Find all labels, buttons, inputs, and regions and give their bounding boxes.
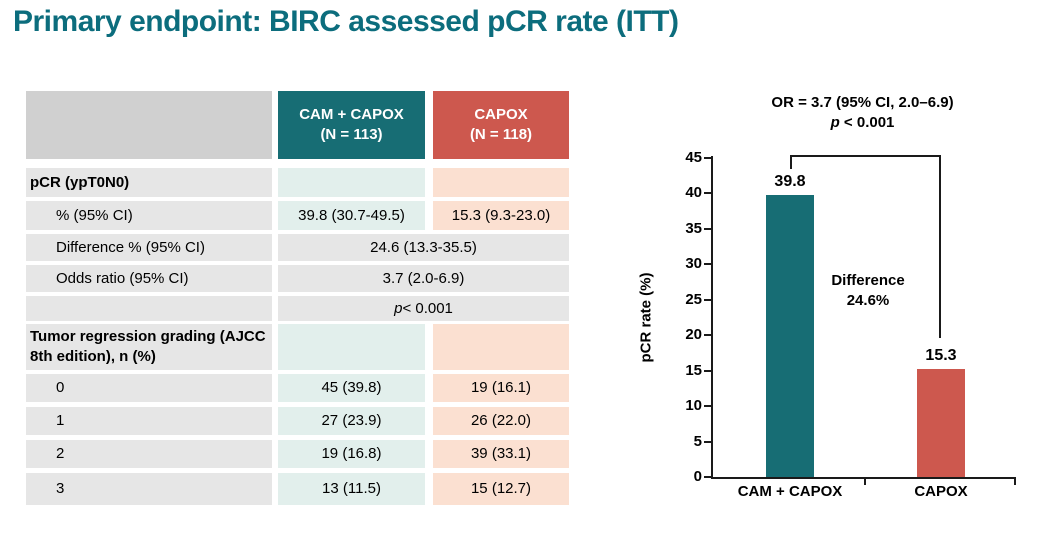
row-label-pct-ci: % (95% CI) — [26, 201, 272, 230]
y-tick-mark — [704, 298, 712, 301]
bar-capox — [917, 368, 965, 477]
bar-value-label: 15.3 — [925, 346, 957, 364]
cell-grade1-capox: 26 (22.0) — [433, 407, 569, 435]
or-annotation-line1: OR = 3.7 (95% CI, 2.0–6.9) — [771, 94, 954, 111]
pvalue-rest: < 0.001 — [402, 299, 453, 317]
x-category-label: CAM + CAPOX — [737, 483, 843, 500]
row-label-grade-3: 3 — [26, 473, 272, 505]
results-table: CAM + CAPOX (N = 113) CAPOX (N = 118) pC… — [26, 91, 569, 505]
y-tick-mark — [704, 440, 712, 443]
x-axis-line — [711, 477, 1016, 479]
or-annotation-pvalue: p < 0.001 — [720, 113, 1005, 133]
y-tick-mark — [704, 476, 712, 478]
bar-value-label: 39.8 — [774, 172, 806, 190]
row-label-odds-ratio: Odds ratio (95% CI) — [26, 265, 272, 292]
y-tick-mark — [704, 334, 712, 337]
cell-grade2-cam: 19 (16.8) — [278, 440, 425, 468]
y-tick-label: 10 — [685, 397, 702, 415]
y-axis-line — [711, 156, 713, 478]
y-tick-label: 45 — [685, 149, 702, 166]
table-header-cam-line1: CAM + CAPOX — [299, 106, 404, 123]
row-label-pcr: pCR (ypT0N0) — [26, 168, 272, 197]
cell-trg-capox — [433, 324, 569, 370]
cell-pct-capox: 15.3 (9.3-23.0) — [433, 201, 569, 230]
y-tick-mark — [704, 369, 712, 372]
y-tick-label: 25 — [685, 290, 702, 308]
cell-grade0-cam: 45 (39.8) — [278, 374, 425, 402]
y-tick-mark — [704, 157, 712, 159]
comparison-bracket-left-leg — [790, 155, 792, 169]
y-tick-label: 0 — [693, 468, 702, 485]
table-header-capox: CAPOX (N = 118) — [433, 91, 569, 159]
y-tick-label: 35 — [685, 219, 702, 237]
x-category-label: CAPOX — [914, 483, 968, 500]
difference-line2: 24.6% — [846, 292, 890, 309]
chart-italic-p: p — [830, 114, 840, 131]
y-tick-mark — [704, 192, 712, 195]
cell-difference-merged: 24.6 (13.3-35.5) — [278, 234, 569, 261]
y-tick-label: 30 — [685, 255, 702, 273]
page-title: Primary endpoint: BIRC assessed pCR rate… — [13, 5, 679, 38]
cell-odds-ratio-merged: 3.7 (2.0-6.9) — [278, 265, 569, 292]
y-axis-title: pCR rate (%) — [637, 272, 655, 363]
y-tick-label: 5 — [693, 432, 702, 450]
row-label-empty — [26, 296, 272, 321]
row-label-grade-0: 0 — [26, 374, 272, 402]
chart-p-rest: < 0.001 — [839, 114, 895, 131]
or-annotation: OR = 3.7 (95% CI, 2.0–6.9) p < 0.001 — [720, 93, 1005, 133]
table-header-capox-line1: CAPOX — [474, 106, 528, 123]
cell-grade0-capox: 19 (16.1) — [433, 374, 569, 402]
comparison-bracket-right-leg — [939, 155, 941, 338]
y-tick-label: 40 — [685, 184, 702, 202]
row-label-tumor-regression: Tumor regression grading (AJCC 8th editi… — [26, 324, 272, 370]
table-header-cam-line2: (N = 113) — [320, 126, 383, 143]
y-tick-label: 15 — [685, 361, 702, 379]
row-label-grade-1: 1 — [26, 407, 272, 435]
table-header-empty — [26, 91, 272, 159]
cell-pcr-capox — [433, 168, 569, 197]
cell-grade3-capox: 15 (12.7) — [433, 473, 569, 505]
cell-pvalue-merged: p < 0.001 — [278, 296, 569, 321]
comparison-bracket-top — [790, 155, 941, 157]
y-tick-label: 20 — [685, 326, 702, 344]
difference-line1: Difference — [831, 272, 905, 289]
row-label-grade-2: 2 — [26, 440, 272, 468]
x-axis-tick-mid — [864, 479, 866, 485]
x-axis-tick-right — [1014, 479, 1016, 485]
bar-cam-capox — [766, 194, 814, 477]
table-header-capox-line2: (N = 118) — [469, 126, 533, 143]
cell-pcr-cam — [278, 168, 425, 197]
cell-grade1-cam: 27 (23.9) — [278, 407, 425, 435]
y-tick-mark — [704, 263, 712, 266]
cell-pct-cam: 39.8 (30.7-49.5) — [278, 201, 425, 230]
y-tick-mark — [704, 405, 712, 408]
difference-annotation: Difference 24.6% — [793, 271, 943, 311]
row-label-difference: Difference % (95% CI) — [26, 234, 272, 261]
cell-grade3-cam: 13 (11.5) — [278, 473, 425, 505]
cell-trg-cam — [278, 324, 425, 370]
pvalue-italic-p: p — [394, 299, 403, 317]
y-tick-mark — [704, 227, 712, 230]
cell-grade2-capox: 39 (33.1) — [433, 440, 569, 468]
table-header-cam-capox: CAM + CAPOX (N = 113) — [278, 91, 425, 159]
